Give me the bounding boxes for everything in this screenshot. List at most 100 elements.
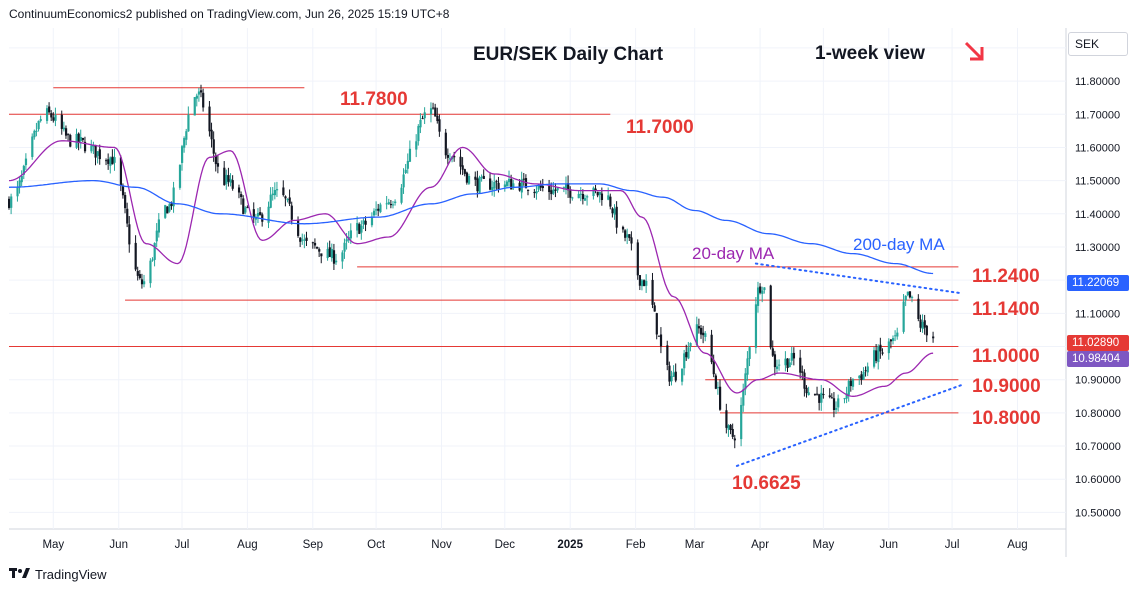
candle-body: [303, 239, 306, 241]
candle-body: [326, 248, 329, 259]
candle-body: [269, 194, 272, 208]
candle-body: [231, 180, 234, 189]
candle-body: [83, 141, 87, 152]
candle-body: [687, 347, 690, 359]
candle-body: [600, 193, 604, 201]
footer: TradingView: [9, 566, 107, 582]
candle-body: [594, 188, 597, 191]
candle-body: [67, 134, 70, 136]
candle-body: [341, 252, 344, 262]
candle-body: [712, 361, 715, 375]
candle-body: [434, 107, 437, 117]
candle-body: [178, 164, 182, 188]
candle-body: [168, 204, 171, 212]
candle-body: [786, 358, 789, 369]
candle-body: [39, 119, 42, 121]
candle-body: [510, 179, 513, 190]
candle-body: [453, 156, 456, 158]
candle-body: [459, 156, 462, 167]
candle-body: [689, 343, 692, 347]
candle-body: [896, 332, 899, 337]
candle-body: [138, 274, 142, 279]
candle-body: [643, 280, 646, 287]
candle-body: [579, 193, 582, 195]
candle-body: [668, 365, 671, 382]
candle-body: [37, 120, 40, 130]
candle-body: [212, 139, 215, 154]
candle-body: [862, 371, 865, 380]
y-tick-label: 11.10000: [1075, 308, 1120, 320]
candle-body: [527, 189, 530, 191]
candle-body: [718, 386, 722, 410]
candle-body: [716, 387, 720, 389]
candle-body: [246, 206, 249, 208]
x-tick-label: Nov: [431, 539, 452, 551]
candle-body: [105, 160, 108, 162]
candle-body: [377, 208, 380, 211]
candle-body: [313, 242, 317, 246]
candle-body: [227, 175, 230, 182]
candle-body: [657, 335, 661, 337]
candle-body: [356, 222, 359, 231]
candle-body: [769, 285, 772, 348]
candle-body: [702, 332, 705, 336]
candle-body: [792, 352, 796, 359]
candle-body: [497, 182, 500, 190]
candle-body: [478, 177, 481, 193]
candle-body: [761, 290, 764, 294]
candle-body: [583, 198, 587, 201]
candle-body: [417, 126, 420, 142]
candle-body: [379, 204, 382, 213]
candle-body: [700, 327, 703, 335]
candle-body: [185, 131, 188, 140]
candle-body: [925, 325, 928, 336]
y-tick-label: 11.30000: [1075, 242, 1120, 254]
candle-body: [79, 137, 82, 142]
candle-body: [843, 398, 846, 400]
candle-body: [921, 321, 924, 330]
time-axis-ticks: May Jun Jul Aug Sep Oct Nov Dec 2025 Feb Mar Apr May…: [42, 539, 1027, 551]
level-label: 11.2400: [972, 266, 1040, 287]
candle-body: [305, 237, 308, 241]
candle-body: [630, 237, 633, 244]
candle-body: [31, 136, 34, 157]
tradingview-logo-icon[interactable]: [9, 566, 31, 582]
candle-body: [828, 395, 831, 397]
candle-body: [372, 210, 376, 216]
candle-body: [237, 187, 241, 193]
candle-body: [240, 194, 243, 198]
ma200-price-tag: 11.22069: [1067, 275, 1129, 291]
x-tick-label: Aug: [237, 539, 257, 551]
candle-body: [759, 286, 762, 293]
x-tick-label: Mar: [685, 539, 705, 551]
candle-body: [391, 204, 395, 206]
candle-body: [429, 108, 433, 115]
candle-body: [111, 156, 114, 165]
candle-body: [187, 114, 190, 132]
candle-body: [503, 184, 506, 188]
candle-body: [465, 172, 469, 183]
ma200-label: 200-day MA: [853, 235, 945, 254]
x-tick-label: May: [42, 539, 64, 551]
candle-body: [358, 224, 361, 234]
x-tick-label: Sep: [303, 539, 323, 551]
candle-body: [20, 176, 23, 183]
candle-body: [164, 205, 167, 218]
candle-body: [461, 165, 464, 170]
candle-body: [316, 246, 319, 249]
view-label: 1-week view: [815, 43, 925, 64]
candle-body: [18, 180, 21, 188]
candle-body: [670, 376, 673, 382]
footer-brand[interactable]: TradingView: [35, 566, 107, 582]
candle-body: [252, 209, 255, 219]
candle-body: [489, 178, 492, 190]
currency-selector[interactable]: SEK: [1068, 32, 1128, 56]
candle-body: [282, 187, 285, 195]
candle-body: [415, 141, 418, 150]
candle-body: [124, 195, 127, 209]
candle-body: [645, 280, 648, 286]
candle-body: [932, 336, 935, 339]
candle-body: [229, 178, 232, 183]
candle-body: [64, 128, 68, 136]
